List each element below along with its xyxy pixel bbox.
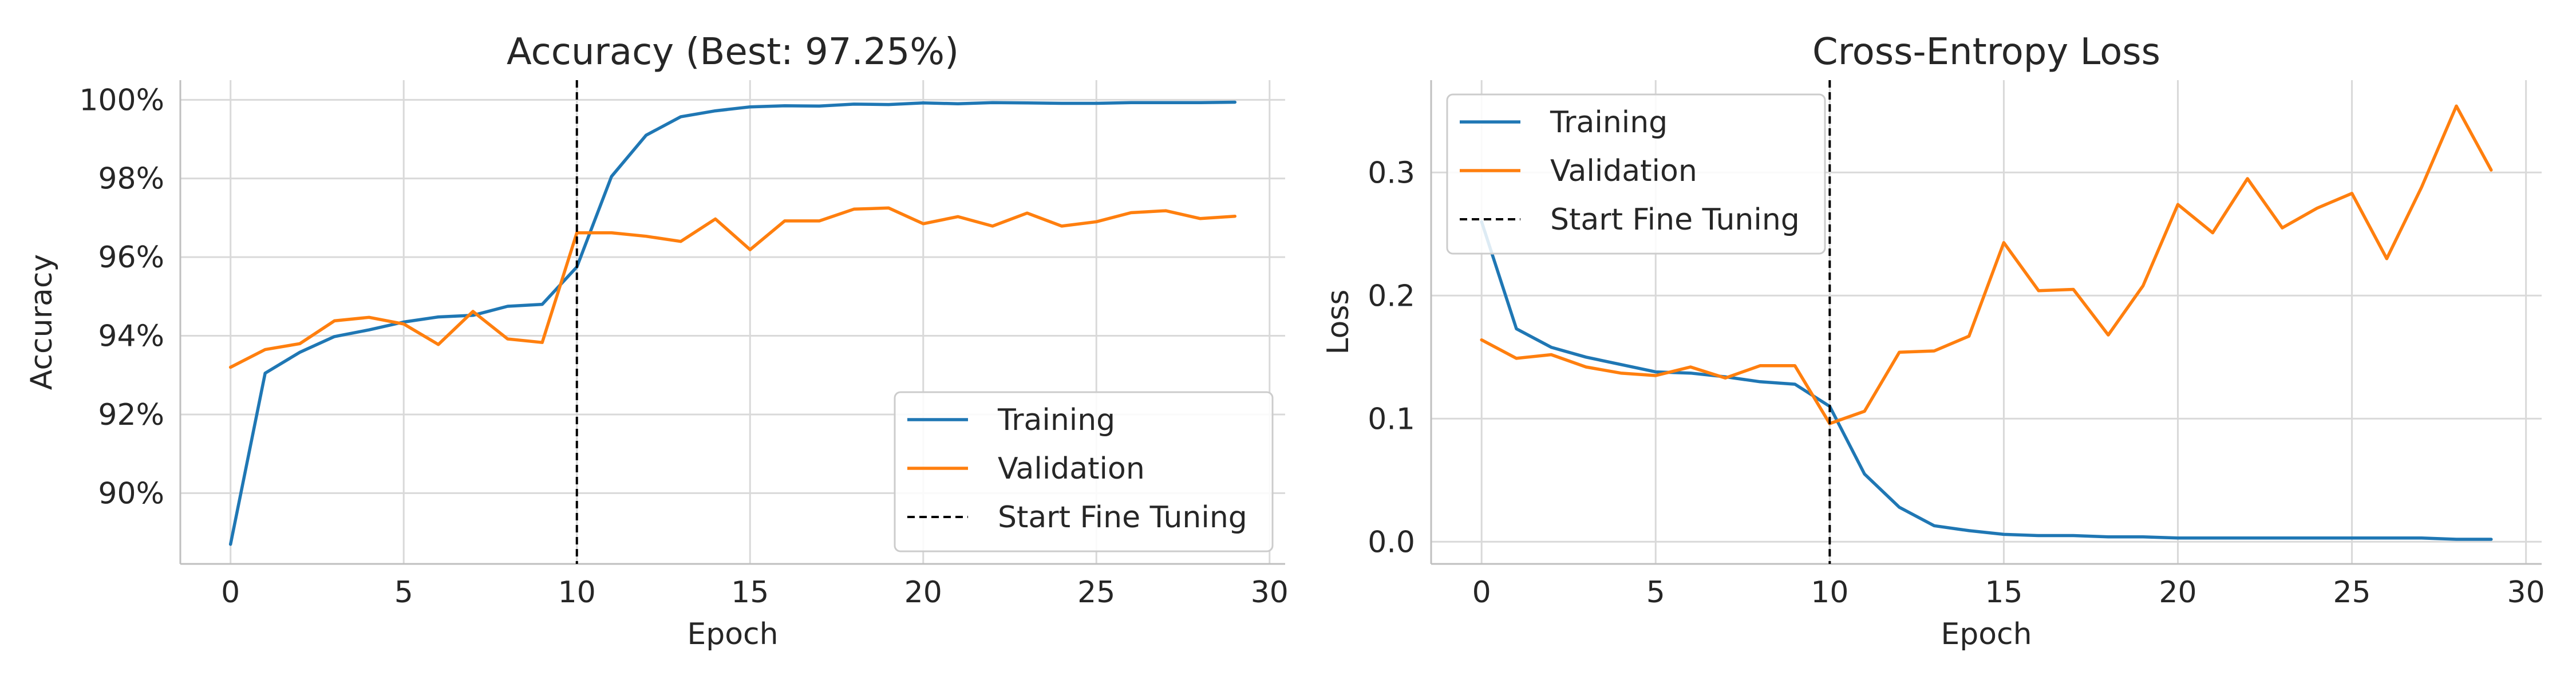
x-axis-label: Epoch xyxy=(1941,617,2032,652)
y-tick-label: 98% xyxy=(98,162,164,196)
legend-label-fine-tuning: Start Fine Tuning xyxy=(998,500,1247,535)
y-tick-label: 0.3 xyxy=(1368,156,1415,190)
x-tick-label: 0 xyxy=(1472,575,1491,610)
loss-chart: 0 5 10 15 20 25 30 0.0 0.1 0.2 0.3 Cross-Entropy Lo… xyxy=(1321,31,2545,652)
x-tick-label: 30 xyxy=(2507,575,2545,610)
x-tick-label: 10 xyxy=(558,575,596,610)
legend-label-validation: Validation xyxy=(1550,154,1697,188)
chart-title: Cross-Entropy Loss xyxy=(1812,31,2160,73)
x-tick-label: 15 xyxy=(1985,575,2022,610)
legend-label-fine-tuning: Start Fine Tuning xyxy=(1550,203,1800,237)
series-line-training xyxy=(1480,220,2493,541)
chart-title: Accuracy (Best: 97.25%) xyxy=(507,31,959,73)
x-tick-label: 20 xyxy=(2159,575,2196,610)
x-axis-label: Epoch xyxy=(687,617,778,652)
legend-label-validation: Validation xyxy=(998,452,1145,486)
y-axis-label: Loss xyxy=(1321,289,1356,354)
x-tick-label: 25 xyxy=(1077,575,1115,610)
x-tick-label: 10 xyxy=(1811,575,1848,610)
x-tick-label: 30 xyxy=(1251,575,1289,610)
legend-label-training: Training xyxy=(1550,105,1668,140)
x-tick-label: 15 xyxy=(731,575,769,610)
x-tick-label: 5 xyxy=(394,575,413,610)
y-tick-label: 90% xyxy=(98,476,164,511)
y-tick-label: 96% xyxy=(98,240,164,275)
y-axis-label: Accuracy xyxy=(25,254,59,390)
x-tick-label: 0 xyxy=(221,575,240,610)
y-tick-label: 100% xyxy=(79,83,164,117)
series-line-validation xyxy=(228,206,1237,369)
legend-box xyxy=(1446,93,1826,255)
series-line-validation xyxy=(1480,104,2493,425)
y-tick-label: 0.2 xyxy=(1368,279,1415,313)
accuracy-chart: 0 5 10 15 20 25 30 90% 92% 94% 96% 98% 100% Accuracy … xyxy=(25,31,1289,652)
legend: Training Validation Start Fine Tuning xyxy=(894,391,1274,552)
y-tick-label: 92% xyxy=(98,398,164,432)
x-tick-label: 25 xyxy=(2333,575,2370,610)
x-tick-label: 20 xyxy=(904,575,942,610)
y-tick-label: 0.0 xyxy=(1368,525,1415,559)
y-tick-label: 94% xyxy=(98,319,164,354)
x-tick-label: 5 xyxy=(1646,575,1665,610)
legend: Training Validation Start Fine Tuning xyxy=(1446,93,1826,255)
y-tick-label: 0.1 xyxy=(1368,402,1415,436)
legend-box xyxy=(894,391,1274,552)
legend-label-training: Training xyxy=(997,403,1115,437)
